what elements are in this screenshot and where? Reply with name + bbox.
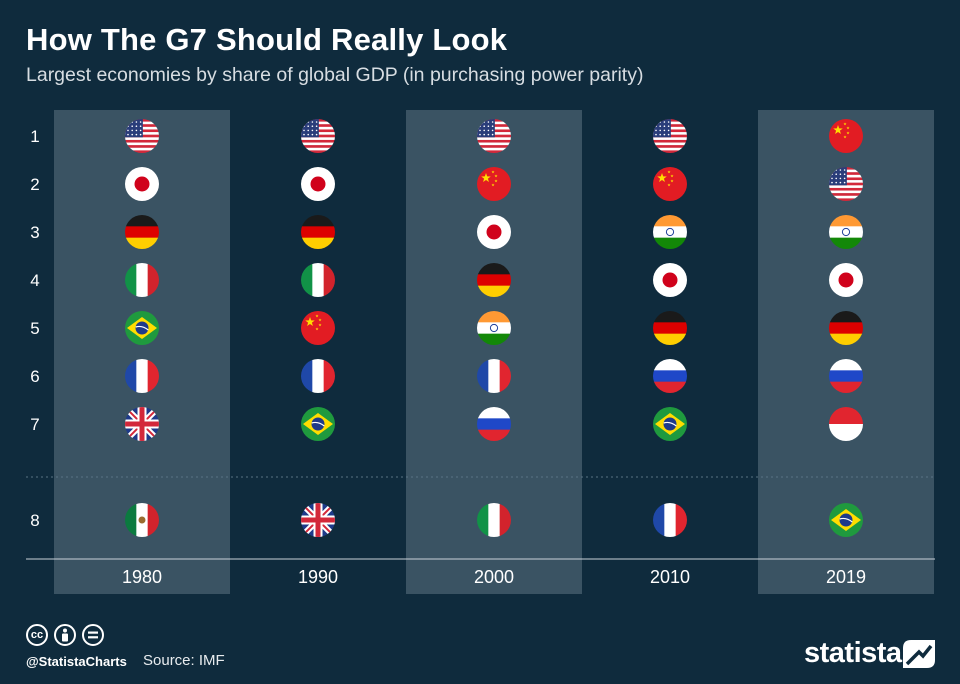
rank-label: 2 xyxy=(30,175,39,194)
italy-flag-icon xyxy=(125,263,159,297)
germany-flag-icon xyxy=(829,311,863,345)
chart-title: How The G7 Should Really Look xyxy=(26,22,508,57)
year-label: 2019 xyxy=(826,567,866,587)
twitter-handle: @StatistaCharts xyxy=(26,654,127,669)
us-flag-icon xyxy=(125,119,159,153)
rank-label: 5 xyxy=(30,319,39,338)
mexico-flag-icon xyxy=(125,503,159,537)
italy-flag-icon xyxy=(301,263,335,297)
china-flag-icon xyxy=(653,167,687,201)
india-flag-icon xyxy=(829,215,863,249)
germany-flag-icon xyxy=(125,215,159,249)
rank-label: 7 xyxy=(30,415,39,434)
france-flag-icon xyxy=(653,503,687,537)
russia-flag-icon xyxy=(829,359,863,393)
rank-label: 6 xyxy=(30,367,39,386)
france-flag-icon xyxy=(477,359,511,393)
india-flag-icon xyxy=(477,311,511,345)
rank-label: 8 xyxy=(30,511,39,530)
india-flag-icon xyxy=(653,215,687,249)
brazil-flag-icon xyxy=(829,503,863,537)
france-flag-icon xyxy=(301,359,335,393)
brazil-flag-icon xyxy=(653,407,687,441)
japan-flag-icon xyxy=(477,215,511,249)
china-flag-icon xyxy=(829,119,863,153)
russia-flag-icon xyxy=(653,359,687,393)
germany-flag-icon xyxy=(477,263,511,297)
year-label: 2010 xyxy=(650,567,690,587)
germany-flag-icon xyxy=(301,215,335,249)
rank-label: 4 xyxy=(30,271,39,290)
rank-label: 3 xyxy=(30,223,39,242)
ranking-chart: 1 2 3 4 5 6 7 8 1980 1990 2000 2010 2019 xyxy=(26,110,935,594)
france-flag-icon xyxy=(125,359,159,393)
no-derivatives-icon xyxy=(82,624,104,646)
license-icons: cc xyxy=(26,624,104,646)
us-flag-icon xyxy=(301,119,335,153)
japan-flag-icon xyxy=(125,167,159,201)
china-flag-icon xyxy=(477,167,511,201)
brazil-flag-icon xyxy=(125,311,159,345)
japan-flag-icon xyxy=(829,263,863,297)
attribution-icon xyxy=(54,624,76,646)
germany-flag-icon xyxy=(653,311,687,345)
us-flag-icon xyxy=(477,119,511,153)
rank-label: 1 xyxy=(30,127,39,146)
china-flag-icon xyxy=(301,311,335,345)
brazil-flag-icon xyxy=(301,407,335,441)
japan-flag-icon xyxy=(301,167,335,201)
chart-subtitle: Largest economies by share of global GDP… xyxy=(26,64,644,86)
japan-flag-icon xyxy=(653,263,687,297)
statista-logo-mark-icon xyxy=(903,640,935,668)
uk-flag-icon xyxy=(301,503,335,537)
italy-flag-icon xyxy=(477,503,511,537)
cc-icon: cc xyxy=(26,624,48,646)
statista-logo: statista xyxy=(804,637,902,669)
indonesia-flag-icon xyxy=(829,407,863,441)
source-note: Source: IMF xyxy=(143,652,225,669)
us-flag-icon xyxy=(829,167,863,201)
year-label: 1980 xyxy=(122,567,162,587)
russia-flag-icon xyxy=(477,407,511,441)
us-flag-icon xyxy=(653,119,687,153)
year-label: 2000 xyxy=(474,567,514,587)
year-label: 1990 xyxy=(298,567,338,587)
uk-flag-icon xyxy=(125,407,159,441)
